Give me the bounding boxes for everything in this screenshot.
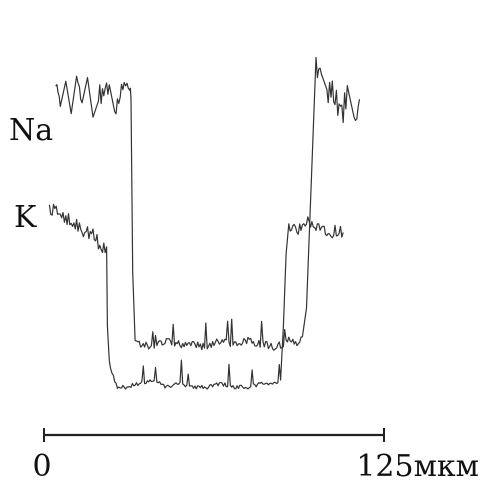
x-tick-label-start: 0 (32, 449, 51, 483)
series-line-k (48, 203, 344, 390)
series-line-na (55, 56, 361, 351)
x-tick-label-end: 125мкм (356, 449, 479, 483)
series-layer (48, 56, 361, 390)
series-label-na: Na (9, 113, 53, 148)
series-label-k: K (14, 200, 37, 235)
